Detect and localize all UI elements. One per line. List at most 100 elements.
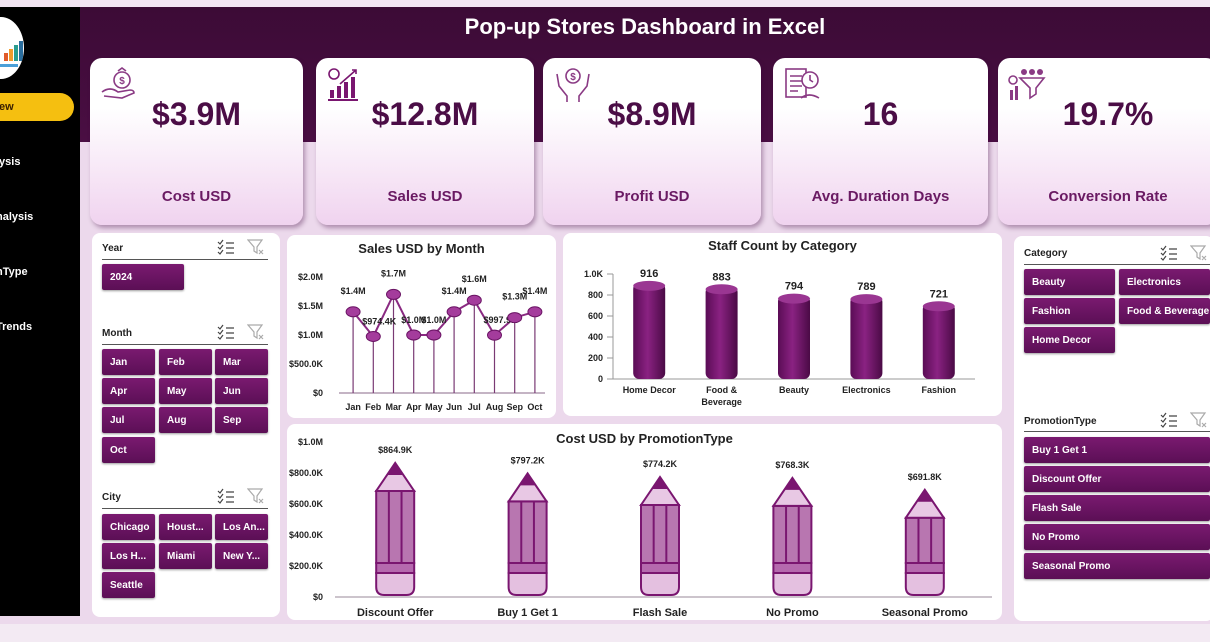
data-point — [507, 312, 523, 324]
nav-analysis[interactable]: lysis — [0, 148, 74, 176]
multi-select-icon[interactable] — [217, 324, 235, 340]
x-tick-label: Fashion — [922, 385, 957, 395]
nav-trends[interactable]: Trends — [0, 313, 74, 341]
data-label: $1.0M — [401, 315, 426, 325]
bar — [633, 282, 666, 379]
slicer-item-category[interactable]: Fashion — [1024, 298, 1115, 324]
slicer-item-promotion[interactable]: No Promo — [1024, 524, 1210, 550]
slicer-item-city[interactable]: New Y... — [215, 543, 268, 569]
data-label: $864.9K — [378, 445, 413, 455]
x-tick-label: Apr — [406, 402, 422, 412]
slicer-item-city[interactable]: Los H... — [102, 543, 155, 569]
slicer-item-month[interactable]: Jan — [102, 349, 155, 375]
data-point — [466, 294, 482, 306]
clear-filter-icon[interactable] — [247, 239, 265, 255]
slicer-item-category[interactable]: Food & Beverage — [1119, 298, 1210, 324]
nav-label: lysis — [0, 156, 21, 168]
multi-select-icon[interactable] — [217, 239, 235, 255]
y-tick-label: 400 — [588, 332, 603, 342]
slicer-title-city: City — [102, 492, 121, 503]
chart-title: Staff Count by Category — [708, 238, 857, 253]
clear-filter-icon[interactable] — [1190, 245, 1208, 261]
slicer-item-city[interactable]: Houst... — [159, 514, 212, 540]
slicer-item-month[interactable]: May — [159, 378, 212, 404]
clear-filter-icon[interactable] — [247, 324, 265, 340]
pencil-eraser — [375, 572, 416, 596]
document-clock-icon — [785, 68, 820, 99]
slicer-item-city[interactable]: Chicago — [102, 514, 155, 540]
multi-select-icon[interactable] — [1160, 245, 1178, 261]
slicer-item-month[interactable]: Jul — [102, 407, 155, 433]
clear-filter-icon[interactable] — [247, 488, 265, 504]
data-label: $1.0M — [421, 315, 446, 325]
y-tick-label: 1.0K — [584, 269, 604, 279]
data-label: $1.4M — [522, 286, 547, 296]
divider — [102, 344, 268, 345]
slicer-item-city[interactable]: Seattle — [102, 572, 155, 598]
pencil-lead — [916, 489, 933, 502]
slicer-item-city[interactable]: Los An... — [215, 514, 268, 540]
sidebar: iew lysis nalysis nType Trends — [0, 7, 80, 616]
pencil-tip — [639, 475, 681, 506]
nav-label: iew — [0, 101, 14, 113]
pencil-body — [640, 503, 680, 564]
slicer-item-month[interactable]: Oct — [102, 437, 155, 463]
slicer-item-month[interactable]: Feb — [159, 349, 212, 375]
pencil-bar — [639, 475, 681, 596]
x-tick-label: Electronics — [842, 385, 891, 395]
data-point — [426, 329, 442, 341]
clear-filter-icon[interactable] — [1190, 412, 1208, 428]
y-tick-label: $400.0K — [289, 530, 324, 540]
data-point — [446, 306, 462, 318]
slicer-item-year[interactable]: 2024 — [102, 264, 184, 290]
divider — [102, 508, 268, 509]
pencil-body — [507, 500, 548, 564]
slicer-item-promotion[interactable]: Discount Offer — [1024, 466, 1210, 492]
cost-by-promotion-chart: Cost USD by PromotionType $0 $200.0K $400.… — [287, 424, 1002, 620]
kpi-label: Sales USD — [387, 188, 463, 205]
multi-select-icon[interactable] — [217, 488, 235, 504]
slicer-item-month[interactable]: Aug — [159, 407, 212, 433]
page-title: Pop-up Stores Dashboard in Excel — [464, 14, 826, 39]
multi-select-icon[interactable] — [1160, 412, 1178, 428]
growth-chart-icon — [328, 68, 358, 101]
x-tick-label: Feb — [365, 402, 382, 412]
pencil-tip — [506, 471, 549, 503]
slicer-item-category[interactable]: Beauty — [1024, 269, 1115, 295]
data-point — [406, 329, 422, 341]
pencil-band — [904, 562, 945, 574]
data-label: $768.3K — [775, 460, 810, 470]
slicer-item-month[interactable]: Sep — [215, 407, 268, 433]
bar-chart-svg: 0 200 400 600 800 1.0K 916 Home Decor 883 Food & B… — [584, 268, 975, 407]
slicer-item-city[interactable]: Miami — [159, 543, 212, 569]
nav-overview[interactable]: iew — [0, 93, 74, 121]
nav-promotiontype[interactable]: nType — [0, 258, 74, 286]
slicer-item-category[interactable]: Electronics — [1119, 269, 1210, 295]
data-label: $1.4M — [341, 286, 366, 296]
slicer-item-month[interactable]: Apr — [102, 378, 155, 404]
nav-category-analysis[interactable]: nalysis — [0, 203, 74, 231]
kpi-cost: $ $3.9M Cost USD — [90, 58, 303, 225]
slicer-item-promotion[interactable]: Buy 1 Get 1 — [1024, 437, 1210, 463]
left-slicer-panel: Year 2024 Month Jan Feb Mar Apr May Jun … — [92, 233, 280, 617]
slicer-item-promotion[interactable]: Seasonal Promo — [1024, 553, 1210, 579]
kpi-sales: $12.8M Sales USD — [316, 58, 534, 225]
bar — [922, 303, 955, 379]
pencil-lead — [652, 476, 668, 489]
y-tick-label: $0 — [313, 592, 323, 602]
kpi-value: $12.8M — [371, 96, 479, 132]
right-slicer-panel: Category Beauty Electronics Fashion Food… — [1014, 236, 1210, 621]
bar-top — [922, 301, 955, 312]
x-tick-label: Beverage — [701, 397, 742, 407]
y-tick-label: $800.0K — [289, 468, 324, 478]
slicer-item-category[interactable]: Home Decor — [1024, 327, 1115, 353]
y-tick-label: $600.0K — [289, 499, 324, 509]
series-line — [352, 292, 536, 339]
nav-label: nType — [0, 266, 28, 278]
kpi-label: Cost USD — [161, 188, 232, 205]
kpi-conversion: 19.7% Conversion Rate — [998, 58, 1210, 225]
slicer-item-month[interactable]: Jun — [215, 378, 268, 404]
pencil-lead — [387, 462, 404, 475]
slicer-item-month[interactable]: Mar — [215, 349, 268, 375]
slicer-item-promotion[interactable]: Flash Sale — [1024, 495, 1210, 521]
